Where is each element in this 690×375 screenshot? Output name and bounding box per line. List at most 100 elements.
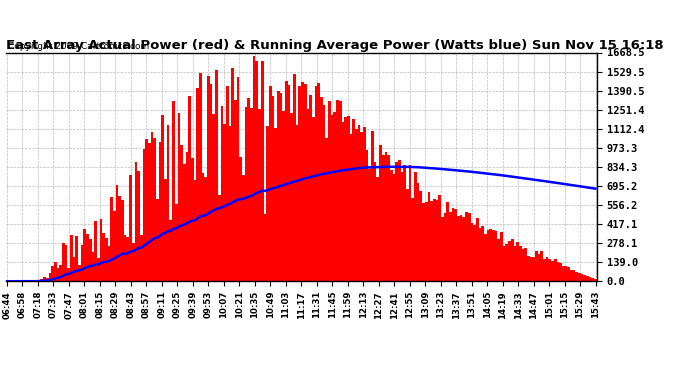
Bar — [379, 145, 382, 281]
Bar — [35, 280, 38, 281]
Bar — [546, 257, 549, 281]
Bar — [473, 225, 476, 281]
Bar — [309, 95, 312, 281]
Bar — [331, 116, 333, 281]
Bar — [371, 131, 374, 281]
Bar — [70, 235, 72, 281]
Bar — [465, 212, 468, 281]
Bar — [108, 246, 110, 281]
Bar — [226, 86, 228, 281]
Bar — [540, 251, 543, 281]
Bar — [468, 213, 471, 281]
Bar — [242, 175, 245, 281]
Bar — [95, 222, 97, 281]
Bar — [46, 278, 48, 281]
Bar — [204, 177, 207, 281]
Bar — [135, 162, 137, 281]
Bar — [533, 257, 535, 281]
Bar — [62, 243, 65, 281]
Bar — [591, 278, 594, 281]
Bar — [333, 112, 336, 281]
Bar — [285, 81, 288, 281]
Bar — [97, 258, 99, 281]
Bar — [215, 70, 218, 281]
Text: East Array Actual Power (red) & Running Average Power (Watts blue) Sun Nov 15 16: East Array Actual Power (red) & Running … — [6, 39, 663, 53]
Bar — [121, 200, 124, 281]
Bar — [150, 132, 153, 281]
Bar — [387, 155, 390, 281]
Bar — [584, 275, 586, 281]
Bar — [353, 118, 355, 281]
Bar — [78, 265, 81, 281]
Bar — [228, 126, 231, 281]
Bar — [255, 62, 258, 281]
Text: Copyright 2009 Cartronics.com: Copyright 2009 Cartronics.com — [8, 42, 150, 51]
Bar — [315, 86, 317, 281]
Bar — [589, 277, 591, 281]
Bar — [554, 259, 557, 281]
Bar — [248, 98, 250, 281]
Bar — [586, 276, 589, 281]
Bar — [299, 86, 302, 281]
Bar — [363, 127, 366, 281]
Bar — [306, 108, 309, 281]
Bar — [261, 61, 264, 281]
Bar — [581, 274, 584, 281]
Bar — [92, 252, 95, 281]
Bar — [438, 195, 441, 281]
Bar — [277, 91, 279, 281]
Bar — [435, 200, 438, 281]
Bar — [404, 165, 406, 281]
Bar — [323, 105, 326, 281]
Bar — [161, 115, 164, 281]
Bar — [500, 232, 503, 281]
Bar — [535, 252, 538, 281]
Bar — [156, 200, 159, 281]
Bar — [250, 108, 253, 281]
Bar — [567, 267, 570, 281]
Bar — [489, 230, 492, 281]
Bar — [41, 279, 43, 281]
Bar — [186, 152, 188, 281]
Bar — [486, 230, 489, 281]
Bar — [382, 154, 384, 281]
Bar — [266, 126, 269, 281]
Bar — [417, 183, 420, 281]
Bar — [384, 152, 387, 281]
Bar — [218, 195, 221, 281]
Bar — [360, 132, 363, 281]
Bar — [420, 191, 422, 281]
Bar — [357, 125, 360, 281]
Bar — [516, 242, 519, 281]
Bar — [519, 246, 522, 281]
Bar — [503, 246, 506, 281]
Bar — [132, 243, 135, 281]
Bar — [224, 124, 226, 281]
Bar — [559, 262, 562, 281]
Bar — [65, 244, 68, 281]
Bar — [119, 196, 121, 281]
Bar — [197, 88, 199, 281]
Bar — [326, 138, 328, 281]
Bar — [406, 189, 408, 281]
Bar — [543, 259, 546, 281]
Bar — [511, 239, 513, 281]
Bar — [54, 262, 57, 281]
Bar — [476, 218, 479, 281]
Bar — [153, 138, 156, 281]
Bar — [269, 86, 272, 281]
Bar — [124, 235, 126, 281]
Bar — [564, 266, 567, 281]
Bar — [522, 249, 524, 281]
Bar — [462, 217, 465, 281]
Bar — [398, 160, 401, 281]
Bar — [148, 142, 150, 281]
Bar — [460, 215, 462, 281]
Bar — [231, 68, 234, 281]
Bar — [484, 234, 486, 281]
Bar — [347, 116, 350, 281]
Bar — [374, 162, 377, 281]
Bar — [570, 270, 573, 281]
Bar — [393, 174, 395, 281]
Bar — [401, 172, 404, 281]
